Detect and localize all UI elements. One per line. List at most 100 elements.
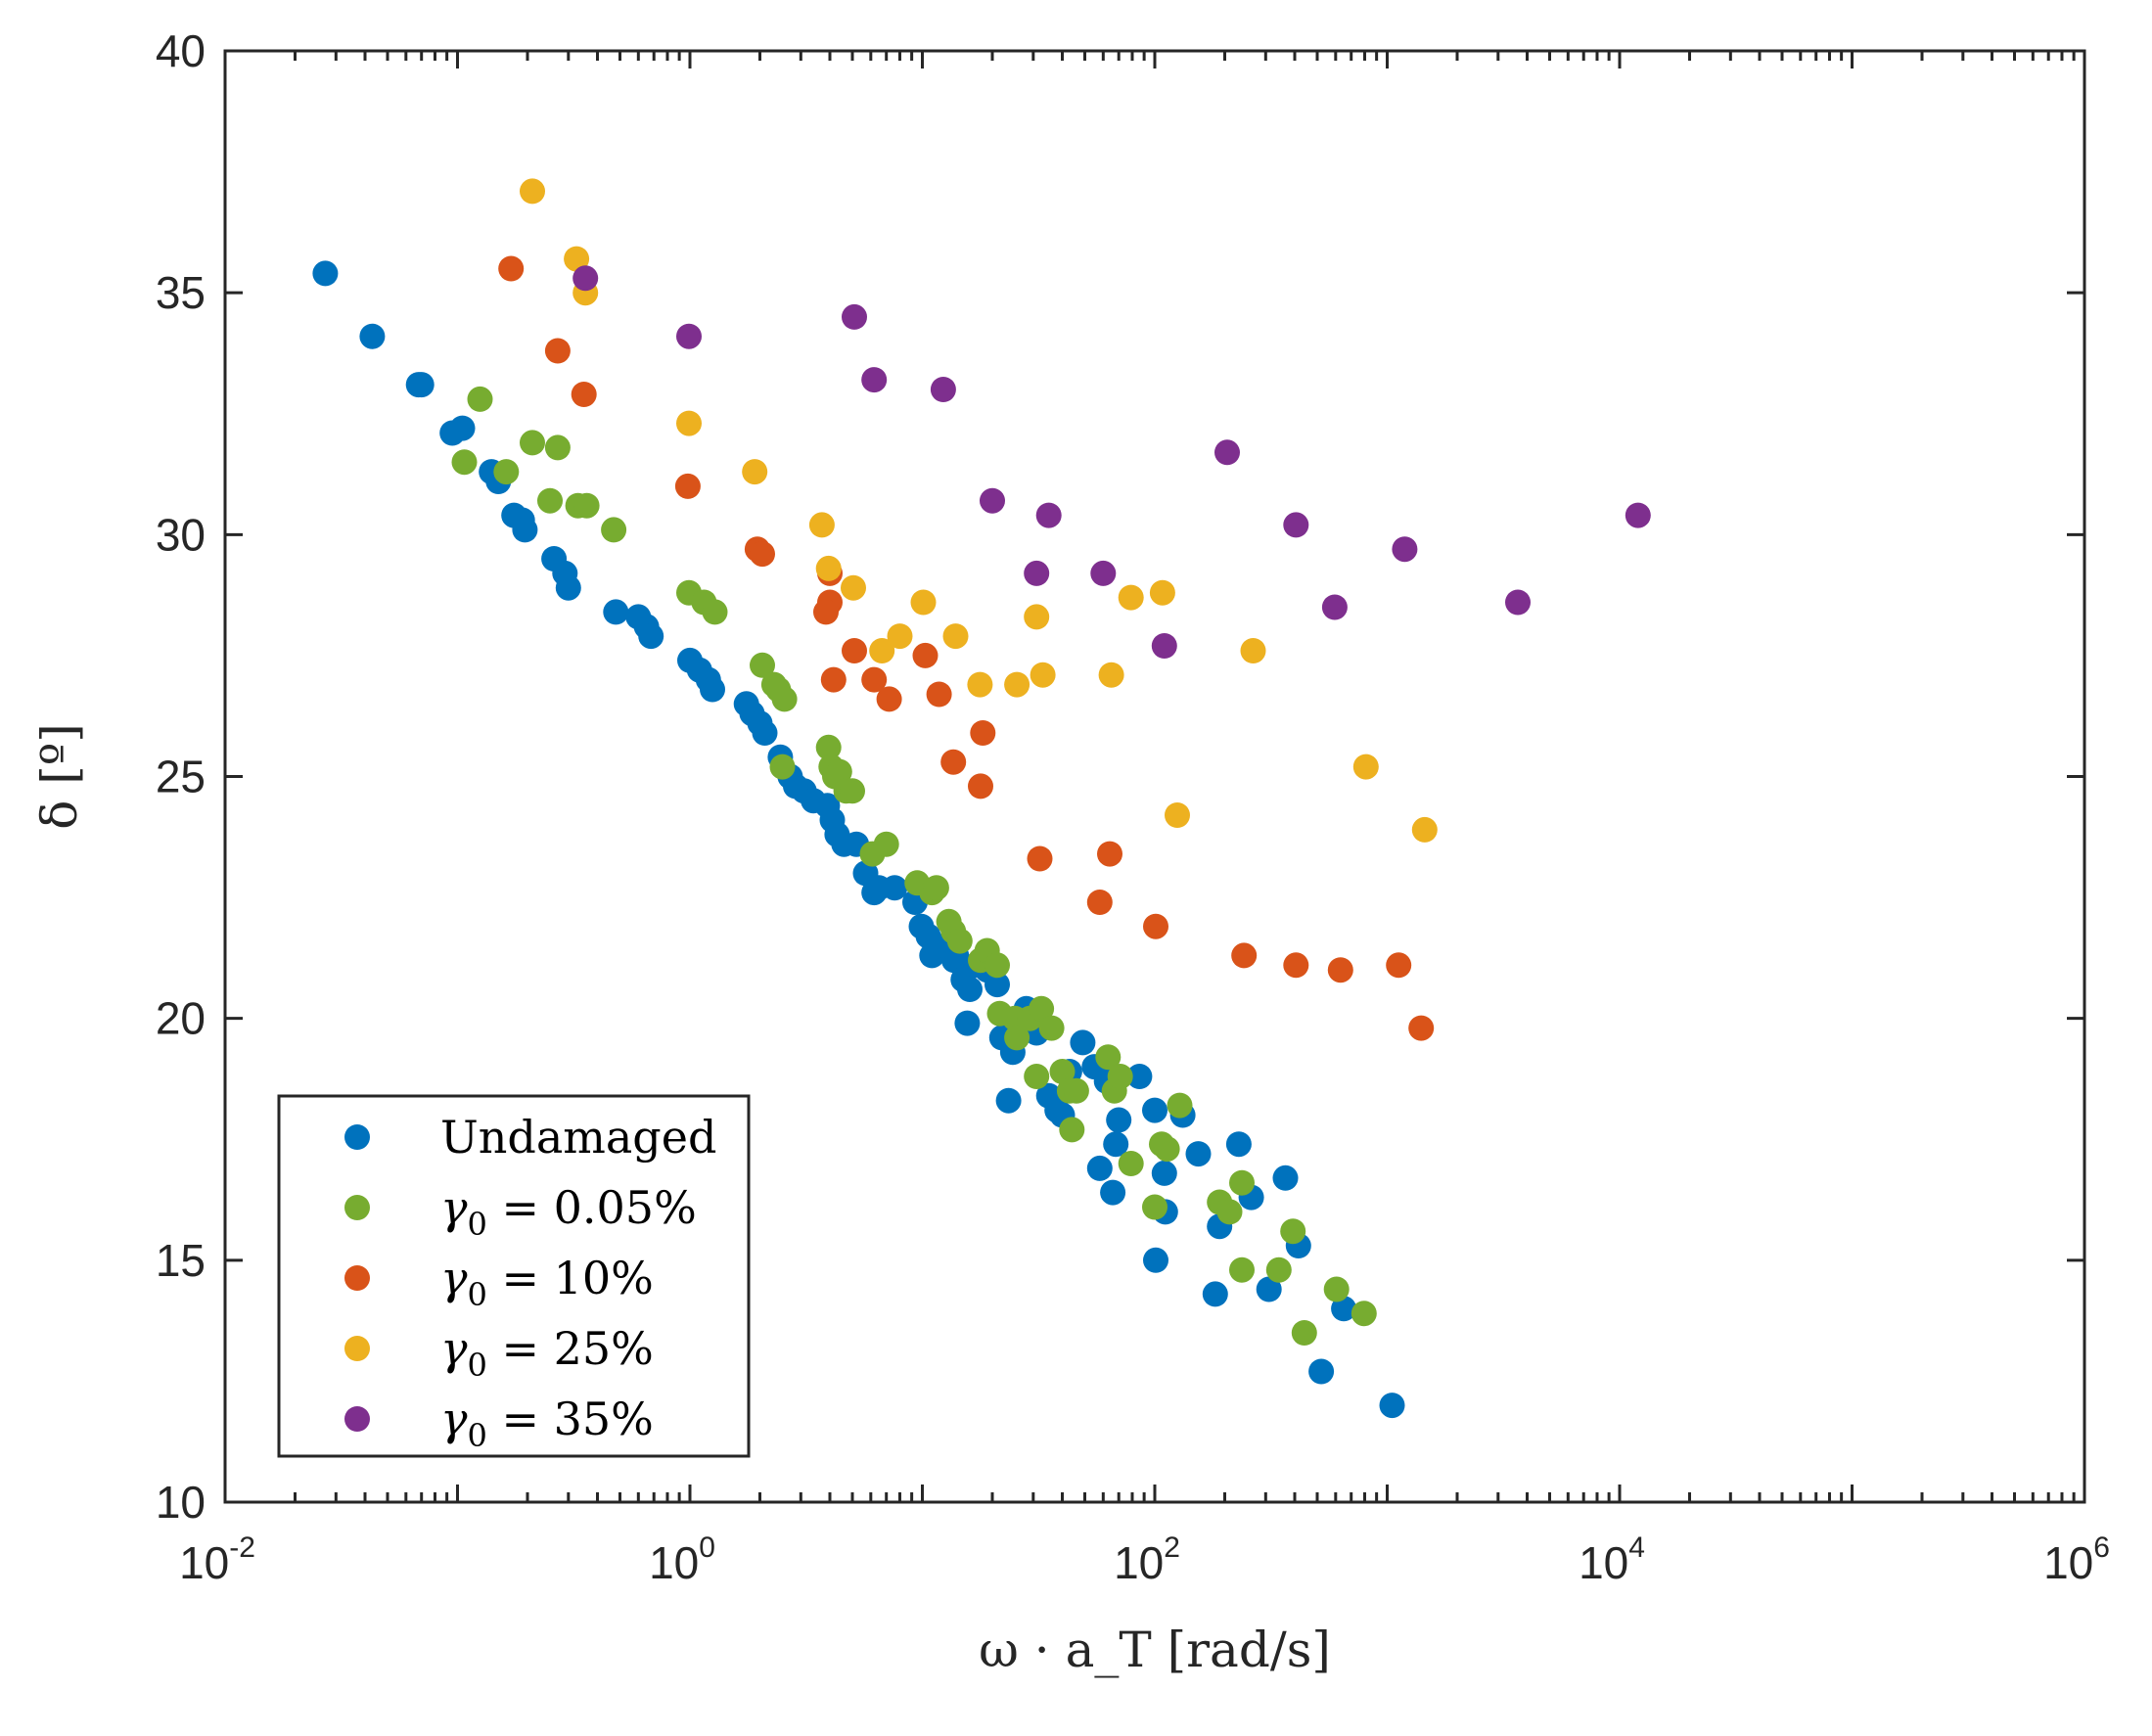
data-point bbox=[910, 589, 937, 616]
data-point bbox=[1331, 1296, 1357, 1322]
x-tick-label: 10-2 bbox=[179, 1531, 255, 1588]
data-point bbox=[1038, 1015, 1065, 1041]
data-point bbox=[984, 952, 1010, 979]
data-point bbox=[930, 377, 956, 402]
data-point bbox=[512, 517, 538, 543]
data-point bbox=[882, 875, 908, 901]
data-point bbox=[1100, 1179, 1126, 1206]
data-point bbox=[967, 671, 993, 698]
data-point bbox=[815, 555, 842, 581]
data-point bbox=[876, 686, 902, 712]
data-point bbox=[564, 246, 590, 272]
data-point bbox=[887, 623, 913, 650]
data-point bbox=[1256, 1276, 1282, 1302]
data-point bbox=[544, 338, 571, 364]
data-point bbox=[1029, 995, 1055, 1022]
data-point bbox=[1024, 604, 1050, 630]
x-tick-label: 100 bbox=[649, 1531, 715, 1588]
data-point bbox=[1024, 1064, 1050, 1089]
data-point bbox=[1151, 633, 1177, 659]
data-point bbox=[769, 754, 796, 780]
data-point bbox=[1106, 1107, 1132, 1133]
x-tick-label: 104 bbox=[1579, 1531, 1645, 1588]
data-point bbox=[1280, 1218, 1306, 1245]
data-point bbox=[1272, 1165, 1299, 1191]
data-point bbox=[980, 487, 1005, 514]
y-tick-label: 25 bbox=[156, 752, 206, 802]
data-point bbox=[700, 676, 725, 703]
data-point bbox=[1165, 802, 1190, 828]
data-point bbox=[1167, 1092, 1193, 1119]
data-point bbox=[1351, 1301, 1377, 1327]
data-point bbox=[1323, 1276, 1350, 1302]
data-point bbox=[1327, 957, 1353, 983]
data-point bbox=[1231, 942, 1258, 969]
data-point bbox=[1149, 579, 1175, 606]
data-point bbox=[926, 681, 952, 708]
data-point bbox=[815, 734, 842, 760]
data-point bbox=[1142, 1194, 1168, 1220]
y-axis-label: δ [º] bbox=[31, 723, 88, 830]
y-tick-label: 35 bbox=[156, 267, 206, 318]
data-point bbox=[520, 430, 545, 456]
data-point bbox=[1143, 1247, 1168, 1273]
data-point bbox=[1024, 560, 1050, 586]
axis-ticks-layer bbox=[223, 49, 2086, 1504]
data-point bbox=[1229, 1256, 1255, 1283]
data-point bbox=[449, 415, 476, 441]
data-point bbox=[1265, 1256, 1292, 1283]
data-point bbox=[1216, 1199, 1243, 1225]
data-point bbox=[1505, 589, 1531, 616]
data-point bbox=[1097, 841, 1122, 867]
data-point bbox=[1408, 1015, 1435, 1041]
data-point bbox=[1118, 584, 1144, 611]
data-point bbox=[676, 323, 702, 349]
data-point bbox=[1030, 662, 1056, 688]
tick-labels-layer: 10-2 100 102 104 106 10 15 20 25 30 35 40 bbox=[156, 25, 2110, 1588]
data-point bbox=[923, 933, 949, 959]
data-point bbox=[995, 1087, 1022, 1114]
x-axis-label: ω · a_T [rad/s] bbox=[979, 1622, 1331, 1678]
data-point bbox=[842, 638, 867, 663]
data-point bbox=[1095, 1044, 1122, 1071]
data-point bbox=[861, 666, 888, 693]
data-point bbox=[702, 599, 728, 625]
data-point bbox=[942, 623, 969, 650]
data-point bbox=[912, 642, 939, 668]
y-tick-label: 15 bbox=[156, 1235, 206, 1286]
data-point bbox=[1027, 845, 1053, 872]
data-point bbox=[676, 410, 702, 436]
data-point bbox=[842, 303, 867, 330]
data-point bbox=[603, 599, 629, 625]
data-point bbox=[750, 652, 775, 678]
y-tick-label: 40 bbox=[156, 25, 206, 76]
data-point bbox=[841, 574, 866, 601]
data-point bbox=[1004, 671, 1030, 698]
data-point bbox=[1059, 1117, 1085, 1143]
data-point bbox=[752, 720, 778, 746]
data-point bbox=[1352, 754, 1379, 780]
data-point bbox=[1049, 1059, 1076, 1084]
data-point bbox=[946, 928, 973, 954]
data-point bbox=[572, 265, 599, 292]
data-point bbox=[1107, 1064, 1133, 1089]
legend-entry-label: γ0 = 25% bbox=[440, 1322, 654, 1384]
data-point bbox=[869, 638, 895, 663]
data-point bbox=[750, 541, 775, 568]
data-point bbox=[1214, 439, 1240, 466]
data-point bbox=[1225, 1131, 1252, 1158]
y-tick-label: 30 bbox=[156, 509, 206, 560]
legend-entry-label: γ0 = 35% bbox=[440, 1393, 654, 1454]
data-point bbox=[1185, 1141, 1212, 1167]
data-point bbox=[1202, 1281, 1228, 1307]
legend-marker bbox=[344, 1406, 370, 1432]
data-point bbox=[1035, 502, 1062, 528]
data-point bbox=[968, 773, 993, 799]
data-point bbox=[1154, 1136, 1180, 1163]
y-tick-label: 10 bbox=[156, 1477, 206, 1528]
legend-entry-label: γ0 = 10% bbox=[440, 1252, 654, 1313]
data-point bbox=[940, 749, 967, 775]
data-point bbox=[1151, 1160, 1177, 1186]
data-point bbox=[820, 666, 847, 693]
